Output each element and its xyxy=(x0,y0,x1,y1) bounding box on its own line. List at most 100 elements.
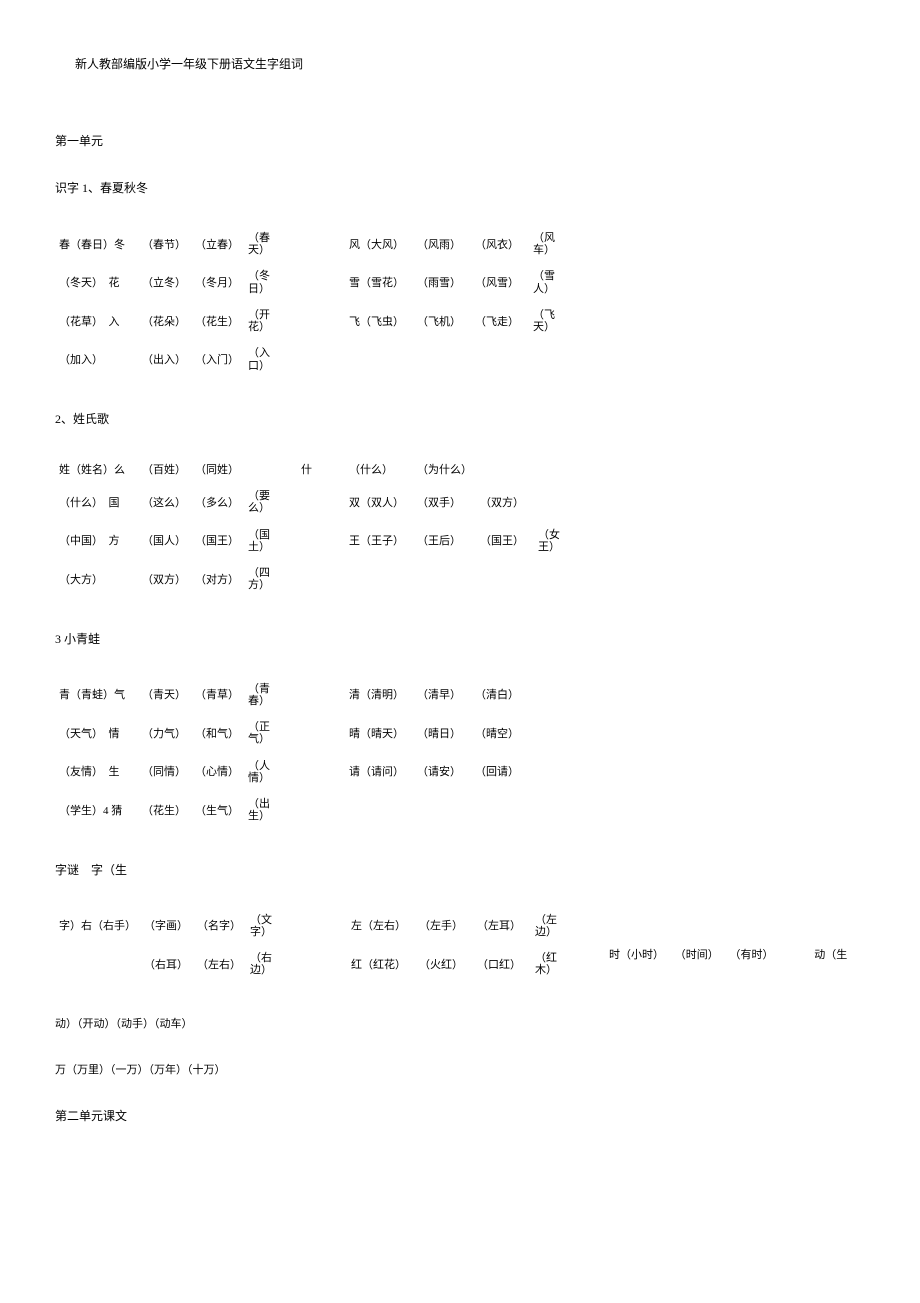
cell xyxy=(534,484,582,522)
cell: （花生） xyxy=(191,303,244,341)
cell: （同情） xyxy=(138,754,191,792)
table-row: （天气） 情 （力气） （和气） （正气） 晴（晴天） （晴日） （晴空） xyxy=(55,715,577,753)
cell xyxy=(297,754,345,792)
lesson-heading-2: 2、姓氏歌 xyxy=(55,410,865,427)
table-row: 青（青蛙）气 （青天） （青草） （青春） 清（清明） （清早） （清白） xyxy=(55,677,577,715)
cell: （冬天） 花 xyxy=(55,264,138,302)
cell: 青（青蛙）气 xyxy=(55,677,138,715)
cell xyxy=(297,677,345,715)
cell: （和气） xyxy=(191,715,244,753)
cell: （双手） xyxy=(413,484,476,522)
cell xyxy=(297,715,345,753)
cell: 红（红花） xyxy=(347,946,415,984)
lesson-heading-3: 3 小青蛙 xyxy=(55,630,865,647)
cell xyxy=(299,908,347,946)
lesson-heading-1: 识字 1、春夏秋冬 xyxy=(55,179,865,196)
cell: （加入） xyxy=(55,341,138,379)
cell: 风（大风） xyxy=(345,226,413,264)
cell: （同姓） xyxy=(191,457,244,484)
cell: 字）右（右手） xyxy=(55,908,140,946)
table-row: （冬天） 花 （立冬） （冬月） （冬日） 雪（雪花） （雨雪） （风雪） （雪… xyxy=(55,264,577,302)
cell: 请（请问） xyxy=(345,754,413,792)
cell: （左右） xyxy=(193,946,246,984)
cell: 飞（飞虫） xyxy=(345,303,413,341)
cell: 春（春日）冬 xyxy=(55,226,138,264)
cell xyxy=(297,226,345,264)
cell: （春节） xyxy=(138,226,191,264)
cell: （右边） xyxy=(246,946,299,984)
cell: （飞走） xyxy=(471,303,529,341)
word-table-3: 青（青蛙）气 （青天） （青草） （青春） 清（清明） （清早） （清白） （天… xyxy=(55,677,577,831)
table-row: 字）右（右手） （字画） （名字） （文字） 左（左右） （左手） （左耳） （… xyxy=(55,908,579,946)
cell: （这么） xyxy=(138,484,191,522)
cell: （回请） xyxy=(471,754,529,792)
table-row: 姓（姓名）么 （百姓） （同姓） 什 （什么） （为什么） xyxy=(55,457,582,484)
cell: （晴空） xyxy=(471,715,529,753)
table-row: 春（春日）冬 （春节） （立春） （春天） 风（大风） （风雨） （风衣） （风… xyxy=(55,226,577,264)
cell: （王后） xyxy=(413,523,476,561)
cell: （人情） xyxy=(244,754,297,792)
cell: 雪（雪花） xyxy=(345,264,413,302)
side-notes: 时（小时） （时间） （有时） 动（生 xyxy=(609,908,855,962)
cell xyxy=(529,677,577,715)
word-table-4: 字）右（右手） （字画） （名字） （文字） 左（左右） （左手） （左耳） （… xyxy=(55,908,579,985)
cell: 王（王子） xyxy=(345,523,413,561)
cell: （口红） xyxy=(473,946,531,984)
cell xyxy=(244,457,297,484)
table-row: （友情） 生 （同情） （心情） （人情） 请（请问） （请安） （回请） xyxy=(55,754,577,792)
table-row: （大方） （双方） （对方） （四方） xyxy=(55,561,582,599)
cell: （清早） xyxy=(413,677,471,715)
cell: （天气） 情 xyxy=(55,715,138,753)
cell: 左（左右） xyxy=(347,908,415,946)
cell xyxy=(297,523,345,561)
cell: （多么） xyxy=(191,484,244,522)
cell: （花生） xyxy=(138,792,191,830)
cell: （正气） xyxy=(244,715,297,753)
cell: （立春） xyxy=(191,226,244,264)
cell: 清（清明） xyxy=(345,677,413,715)
cell: （飞天） xyxy=(529,303,577,341)
cell: （右耳） xyxy=(140,946,193,984)
cell: 什 xyxy=(297,457,345,484)
cell: （风衣） xyxy=(471,226,529,264)
cell: （什么） xyxy=(345,457,413,484)
cell: （立冬） xyxy=(138,264,191,302)
text-line: 万（万里）（一万）（万年）（十万） xyxy=(55,1061,865,1077)
table-row: （右耳） （左右） （右边） 红（红花） （火红） （口红） （红木） xyxy=(55,946,579,984)
cell xyxy=(299,946,347,984)
cell: （清白） xyxy=(471,677,529,715)
cell xyxy=(297,303,345,341)
cell: （入口） xyxy=(244,341,297,379)
cell: （红木） xyxy=(531,946,579,984)
cell: 姓（姓名）么 xyxy=(55,457,138,484)
cell: （四方） xyxy=(244,561,297,599)
cell: （火红） xyxy=(415,946,473,984)
cell: （国王） xyxy=(191,523,244,561)
cell: 晴（晴天） xyxy=(345,715,413,753)
cell: （国土） xyxy=(244,523,297,561)
cell: （青草） xyxy=(191,677,244,715)
table-row: （加入） （出入） （入门） （入口） xyxy=(55,341,577,379)
cell: （生气） xyxy=(191,792,244,830)
cell: （为什么） xyxy=(413,457,476,484)
cell: （飞机） xyxy=(413,303,471,341)
cell: （冬日） xyxy=(244,264,297,302)
unit-heading-2: 第二单元课文 xyxy=(55,1107,865,1124)
cell: （左手） xyxy=(415,908,473,946)
cell xyxy=(529,715,577,753)
cell xyxy=(297,264,345,302)
side-note: 时（小时） xyxy=(609,949,664,961)
cell: （中国） 方 xyxy=(55,523,138,561)
cell: （入门） xyxy=(191,341,244,379)
cell: （晴日） xyxy=(413,715,471,753)
cell: （字画） xyxy=(140,908,193,946)
cell: （风车） xyxy=(529,226,577,264)
cell: （双方） xyxy=(476,484,534,522)
table-row: （学生）4 猜 （花生） （生气） （出生） xyxy=(55,792,577,830)
cell: （双方） xyxy=(138,561,191,599)
cell: （出生） xyxy=(244,792,297,830)
cell xyxy=(529,754,577,792)
cell: （学生）4 猜 xyxy=(55,792,138,830)
page-title: 新人教部编版小学一年级下册语文生字组词 xyxy=(75,55,865,72)
cell: （出入） xyxy=(138,341,191,379)
